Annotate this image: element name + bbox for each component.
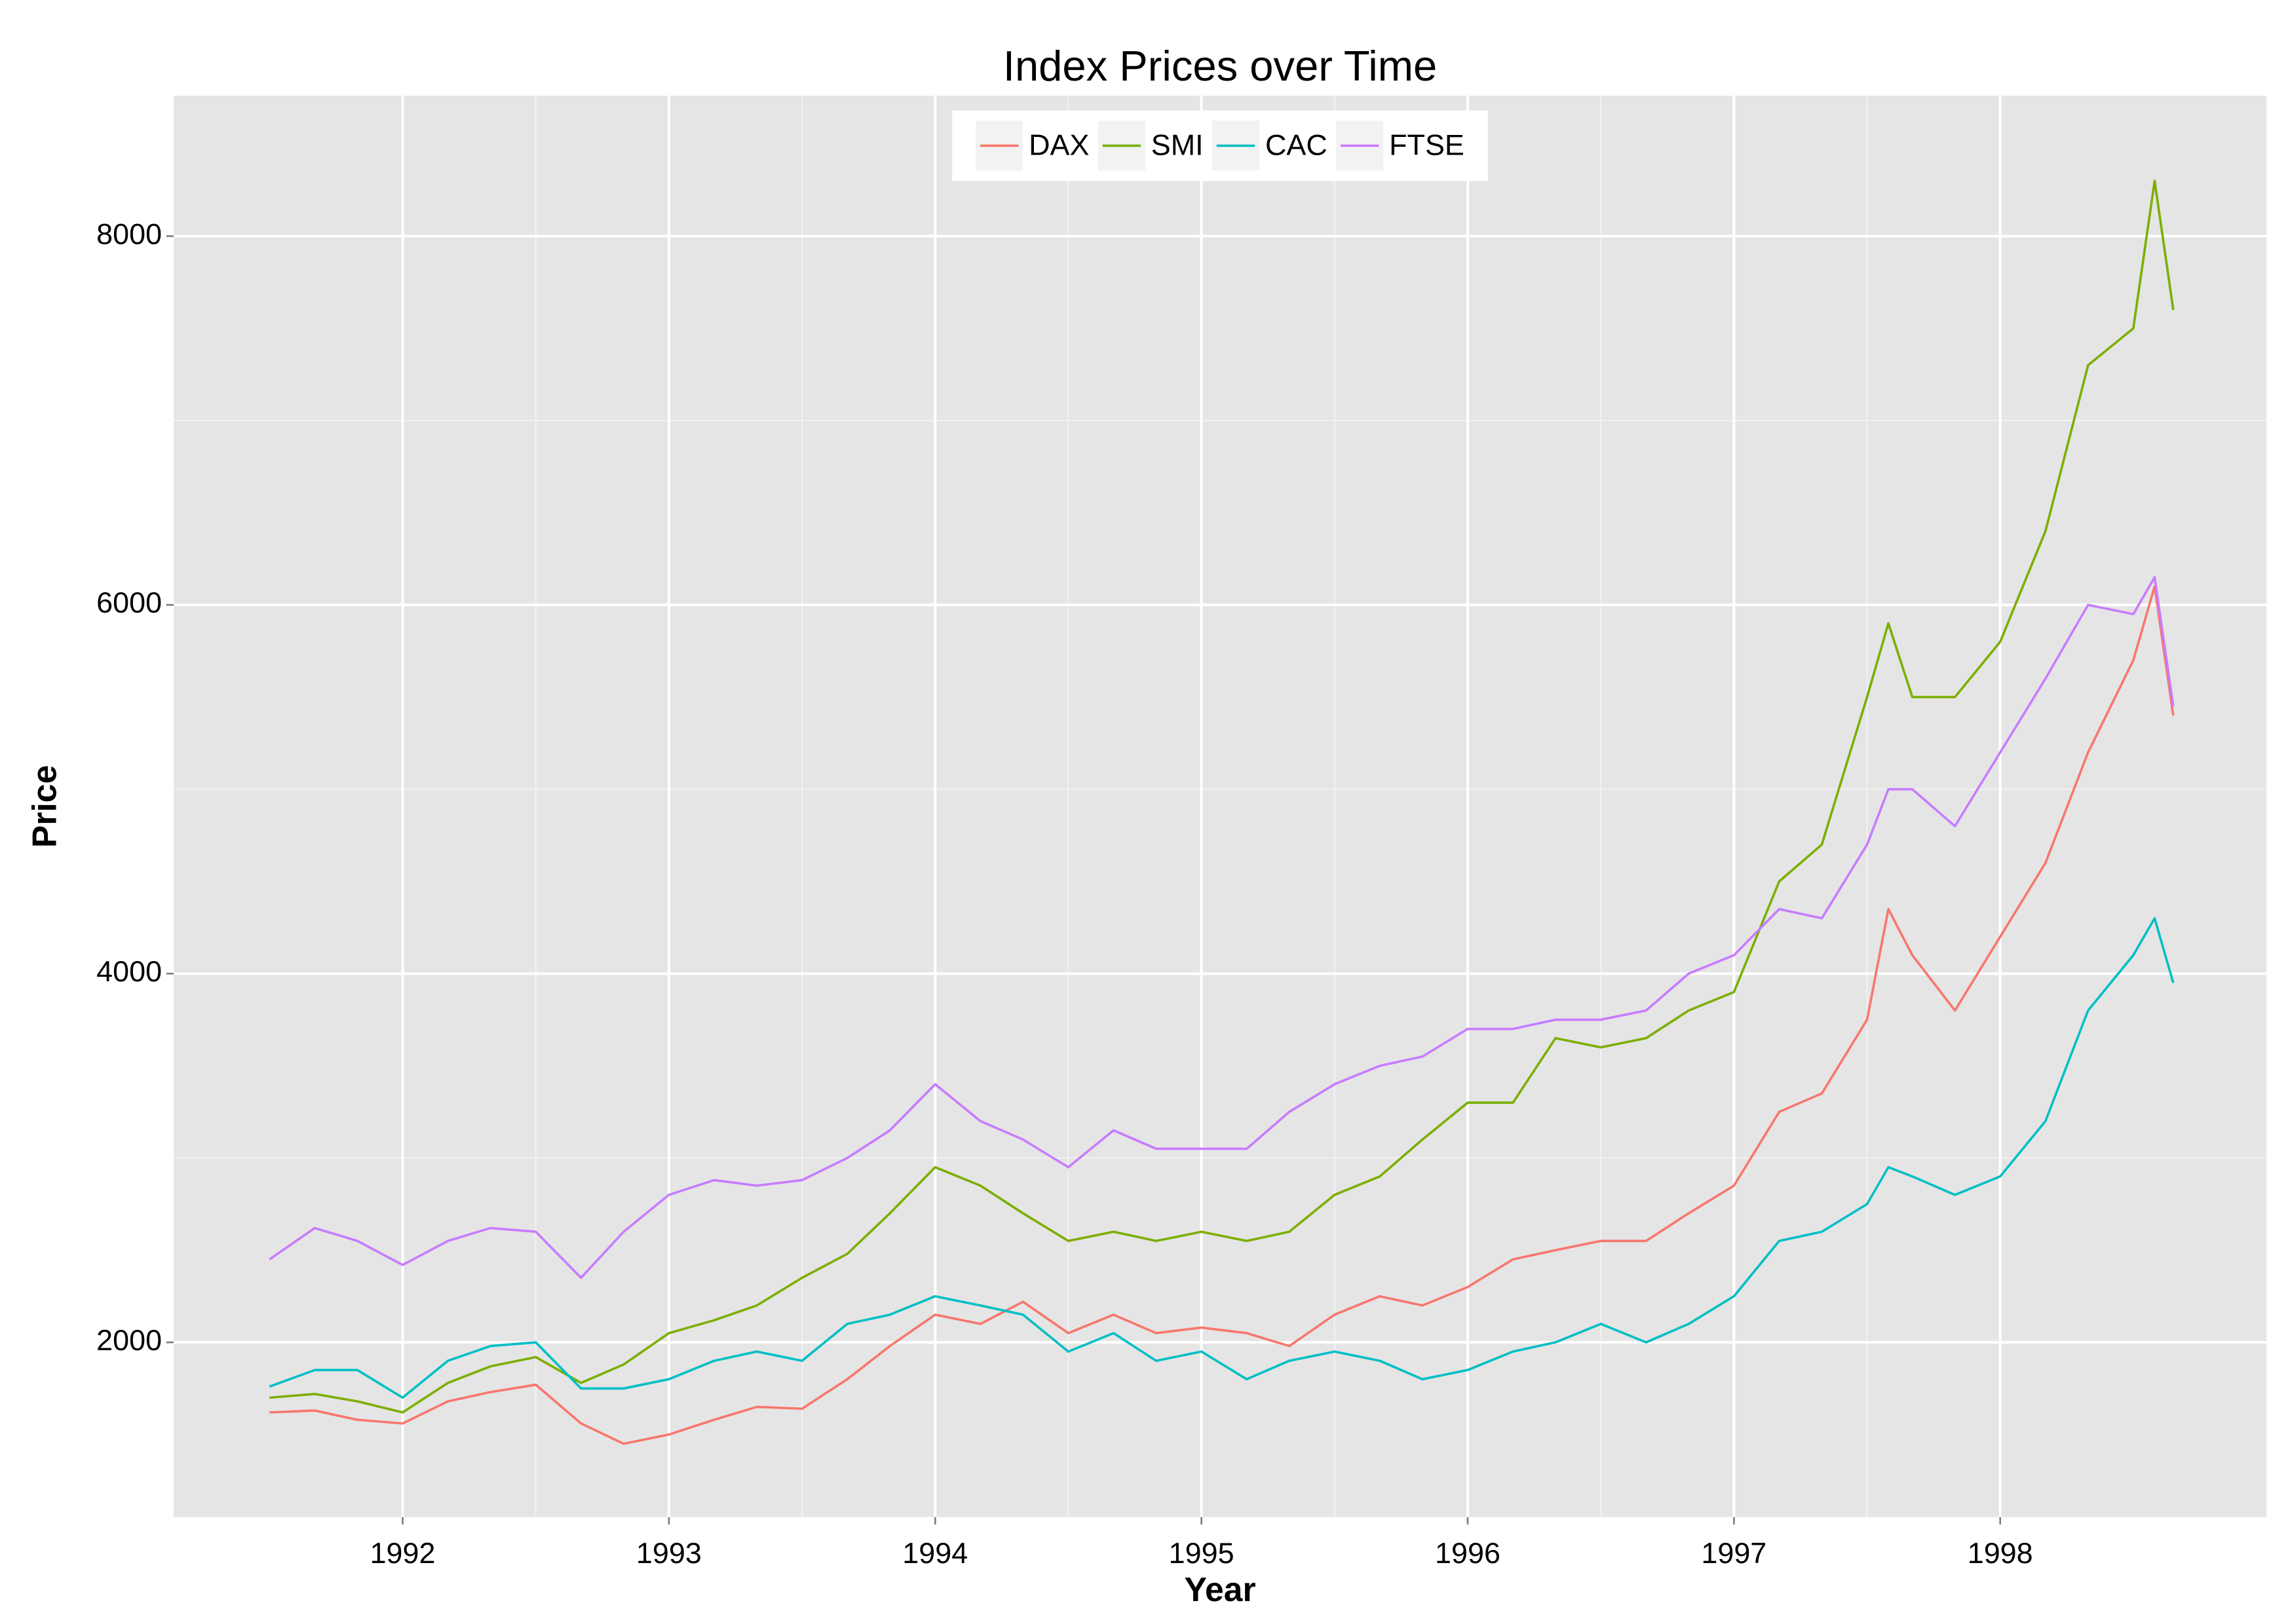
line-series [269, 576, 2175, 1279]
legend: DAX SMI CAC FTSE [952, 110, 1488, 181]
x-tick-label: 1996 [1435, 1536, 1500, 1570]
legend-label: CAC [1265, 128, 1327, 162]
x-tick-label: 1994 [902, 1536, 968, 1570]
plot-panel [174, 96, 2267, 1517]
y-tick-label: 4000 [96, 954, 162, 988]
grid [174, 96, 2267, 1517]
y-tick-label: 2000 [96, 1323, 162, 1357]
legend-item: DAX [976, 121, 1089, 171]
chart-title: Index Prices over Time [1003, 42, 1437, 90]
legend-item: SMI [1097, 121, 1204, 171]
x-tick-label: 1992 [370, 1536, 436, 1570]
legend-label: DAX [1029, 128, 1089, 162]
y-tick-label: 8000 [96, 217, 162, 250]
y-tick-label: 6000 [96, 586, 162, 619]
x-axis-label: Year [1184, 1570, 1255, 1608]
legend-item: FTSE [1336, 121, 1464, 171]
line-series [269, 916, 2175, 1399]
legend-item: CAC [1212, 121, 1327, 171]
x-tick-label: 1997 [1701, 1536, 1766, 1570]
x-tick-label: 1995 [1169, 1536, 1234, 1570]
x-tick-label: 1993 [636, 1536, 702, 1570]
line-series [269, 585, 2175, 1445]
line-series [269, 179, 2175, 1414]
y-axis-label: Price [26, 765, 64, 848]
legend-label: FTSE [1389, 128, 1464, 162]
x-tick-label: 1998 [1968, 1536, 2033, 1570]
legend-label: SMI [1151, 128, 1204, 162]
